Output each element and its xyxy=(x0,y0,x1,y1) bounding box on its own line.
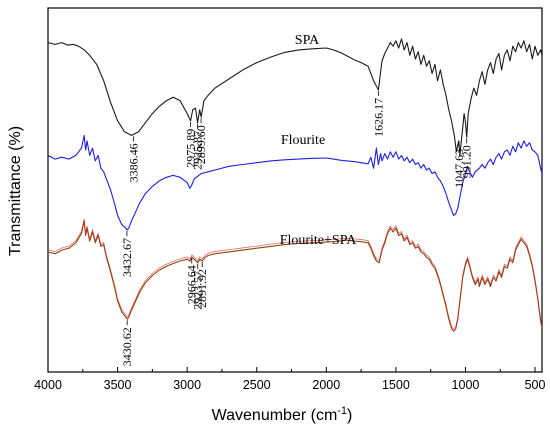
peak-label: 2899.60 xyxy=(194,125,208,164)
x-axis-title-close: ) xyxy=(347,407,352,424)
x-axis: 4000 3500 3000 2500 2000 1500 1000 500 xyxy=(34,367,546,392)
series-label: SPA xyxy=(295,33,320,48)
plot-area xyxy=(47,7,543,373)
x-tick-label: 3500 xyxy=(104,378,132,392)
x-axis-title-main: Wavenumber (cm xyxy=(212,407,338,424)
y-axis-title: Transmittance (%) xyxy=(7,126,24,256)
x-axis-title: Wavenumber (cm-1) xyxy=(212,405,353,424)
series-line-flourite-spa xyxy=(47,220,543,332)
peak-label: 2923.57 xyxy=(191,271,205,310)
peak-label: 2925.87 xyxy=(191,131,205,170)
peak-label: 3432.67 xyxy=(120,238,134,277)
peak-label: 1047.63 xyxy=(452,149,466,188)
x-tick-label: 3000 xyxy=(173,378,201,392)
peak-label: 2966.64 xyxy=(185,265,199,304)
plot-frame xyxy=(47,7,543,373)
peak-label: 991.20 xyxy=(460,145,474,178)
series-label: Flourite xyxy=(281,133,325,148)
x-axis-title-sup: -1 xyxy=(337,405,347,417)
series-group xyxy=(47,38,543,332)
x-tick-label: 500 xyxy=(525,378,546,392)
series-line-flourite-spa-red-overlay xyxy=(47,218,543,330)
x-tick-label: 2000 xyxy=(312,378,340,392)
peak-label: 2891.92 xyxy=(195,269,209,308)
x-tick-label: 2500 xyxy=(243,378,271,392)
peak-label: 3386.46 xyxy=(126,143,140,182)
x-tick-label: 1000 xyxy=(452,378,480,392)
series-line-flourite xyxy=(47,134,543,231)
x-tick-label: 1500 xyxy=(382,378,410,392)
peak-label: 2975.89 xyxy=(184,129,198,168)
peak-label: 3430.62 xyxy=(120,327,134,366)
x-tick-label: 4000 xyxy=(34,378,62,392)
peak-label: 1626.17 xyxy=(371,98,385,137)
series-line-spa xyxy=(47,38,543,156)
series-label: Flourite+SPA xyxy=(280,233,358,248)
